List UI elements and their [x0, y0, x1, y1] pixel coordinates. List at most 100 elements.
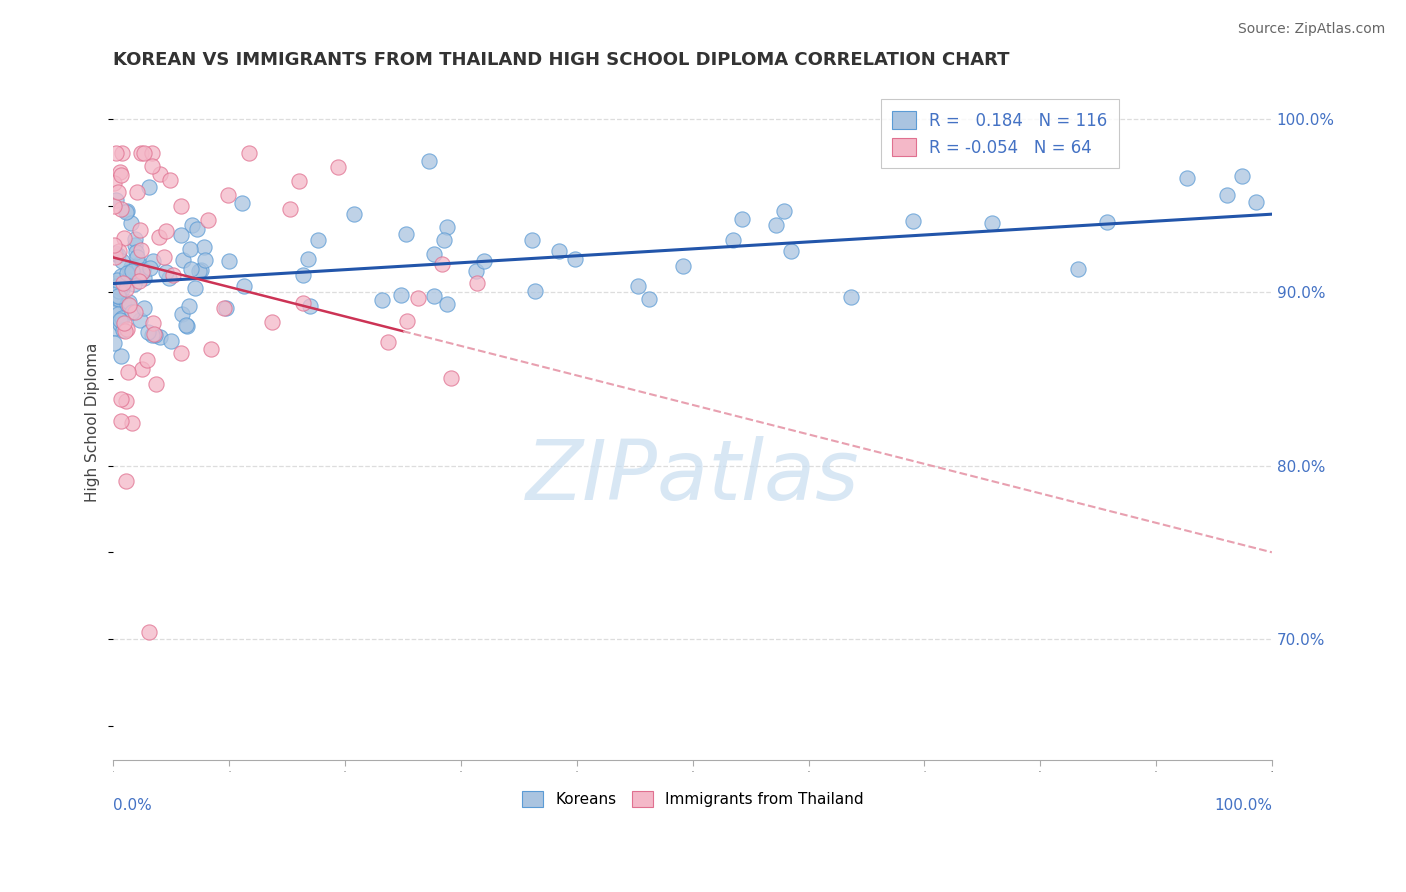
Point	[129, 243, 152, 257]
Text: 100.0%: 100.0%	[1213, 797, 1272, 813]
Point	[110, 168, 132, 182]
Point	[197, 213, 219, 227]
Point	[433, 233, 456, 247]
Point	[638, 292, 661, 306]
Point	[115, 266, 138, 280]
Point	[215, 301, 238, 315]
Point	[212, 301, 235, 316]
Point	[103, 176, 125, 190]
Point	[262, 315, 284, 329]
Point	[121, 264, 143, 278]
Point	[172, 307, 194, 321]
Point	[218, 253, 240, 268]
Point	[200, 342, 222, 356]
Point	[115, 321, 138, 335]
Point	[436, 219, 458, 234]
Point	[111, 282, 134, 296]
Point	[108, 313, 131, 327]
Point	[522, 234, 544, 248]
Point	[465, 276, 488, 290]
Point	[104, 250, 127, 264]
Point	[162, 268, 184, 282]
Point	[128, 257, 150, 271]
Point	[152, 250, 174, 264]
Point	[149, 329, 172, 343]
Point	[112, 231, 135, 245]
Point	[118, 294, 141, 309]
Point	[839, 290, 862, 304]
Point	[169, 199, 191, 213]
Point	[773, 203, 796, 218]
Point	[183, 280, 205, 294]
Point	[172, 252, 194, 267]
Point	[159, 173, 181, 187]
Point	[292, 268, 315, 282]
Point	[121, 417, 143, 431]
Point	[170, 228, 193, 243]
Point	[193, 240, 215, 254]
Point	[1066, 262, 1088, 277]
Point	[291, 296, 314, 310]
Point	[343, 207, 366, 221]
Point	[142, 327, 165, 342]
Text: KOREAN VS IMMIGRANTS FROM THAILAND HIGH SCHOOL DIPLOMA CORRELATION CHART: KOREAN VS IMMIGRANTS FROM THAILAND HIGH …	[114, 51, 1010, 69]
Point	[141, 327, 163, 342]
Point	[1244, 194, 1267, 209]
Point	[115, 282, 138, 296]
Point	[180, 219, 202, 233]
Point	[111, 277, 134, 291]
Point	[104, 246, 127, 260]
Point	[564, 252, 586, 266]
Point	[190, 262, 212, 277]
Point	[125, 250, 148, 264]
Point	[112, 317, 135, 331]
Point	[901, 214, 924, 228]
Point	[132, 271, 155, 285]
Point	[128, 222, 150, 236]
Point	[377, 335, 399, 350]
Point	[107, 289, 129, 303]
Point	[394, 227, 416, 242]
Point	[107, 288, 129, 302]
Y-axis label: High School Diploma: High School Diploma	[86, 343, 100, 502]
Point	[115, 297, 138, 311]
Point	[627, 278, 650, 293]
Point	[731, 211, 754, 226]
Point	[307, 233, 329, 247]
Point	[238, 146, 260, 161]
Point	[278, 202, 301, 217]
Point	[194, 252, 217, 267]
Point	[160, 334, 183, 349]
Point	[110, 317, 132, 331]
Point	[110, 392, 132, 406]
Point	[107, 186, 129, 200]
Point	[124, 232, 146, 246]
Point	[103, 238, 125, 252]
Point	[131, 265, 153, 279]
Point	[721, 233, 744, 247]
Point	[125, 245, 148, 260]
Point	[1175, 170, 1198, 185]
Point	[120, 260, 142, 274]
Point	[136, 325, 159, 339]
Point	[179, 242, 201, 256]
Point	[115, 203, 138, 218]
Point	[107, 303, 129, 318]
Point	[142, 254, 165, 268]
Point	[114, 394, 136, 409]
Point	[143, 328, 166, 343]
Point	[105, 279, 128, 293]
Point	[465, 264, 488, 278]
Point	[389, 288, 412, 302]
Point	[141, 159, 163, 173]
Point	[176, 318, 198, 332]
Point	[103, 277, 125, 291]
Text: Source: ZipAtlas.com: Source: ZipAtlas.com	[1237, 22, 1385, 37]
Point	[1230, 169, 1253, 183]
Point	[231, 196, 253, 211]
Point	[104, 193, 127, 207]
Point	[107, 284, 129, 298]
Point	[125, 186, 148, 200]
Point	[115, 474, 138, 488]
Point	[117, 273, 139, 287]
